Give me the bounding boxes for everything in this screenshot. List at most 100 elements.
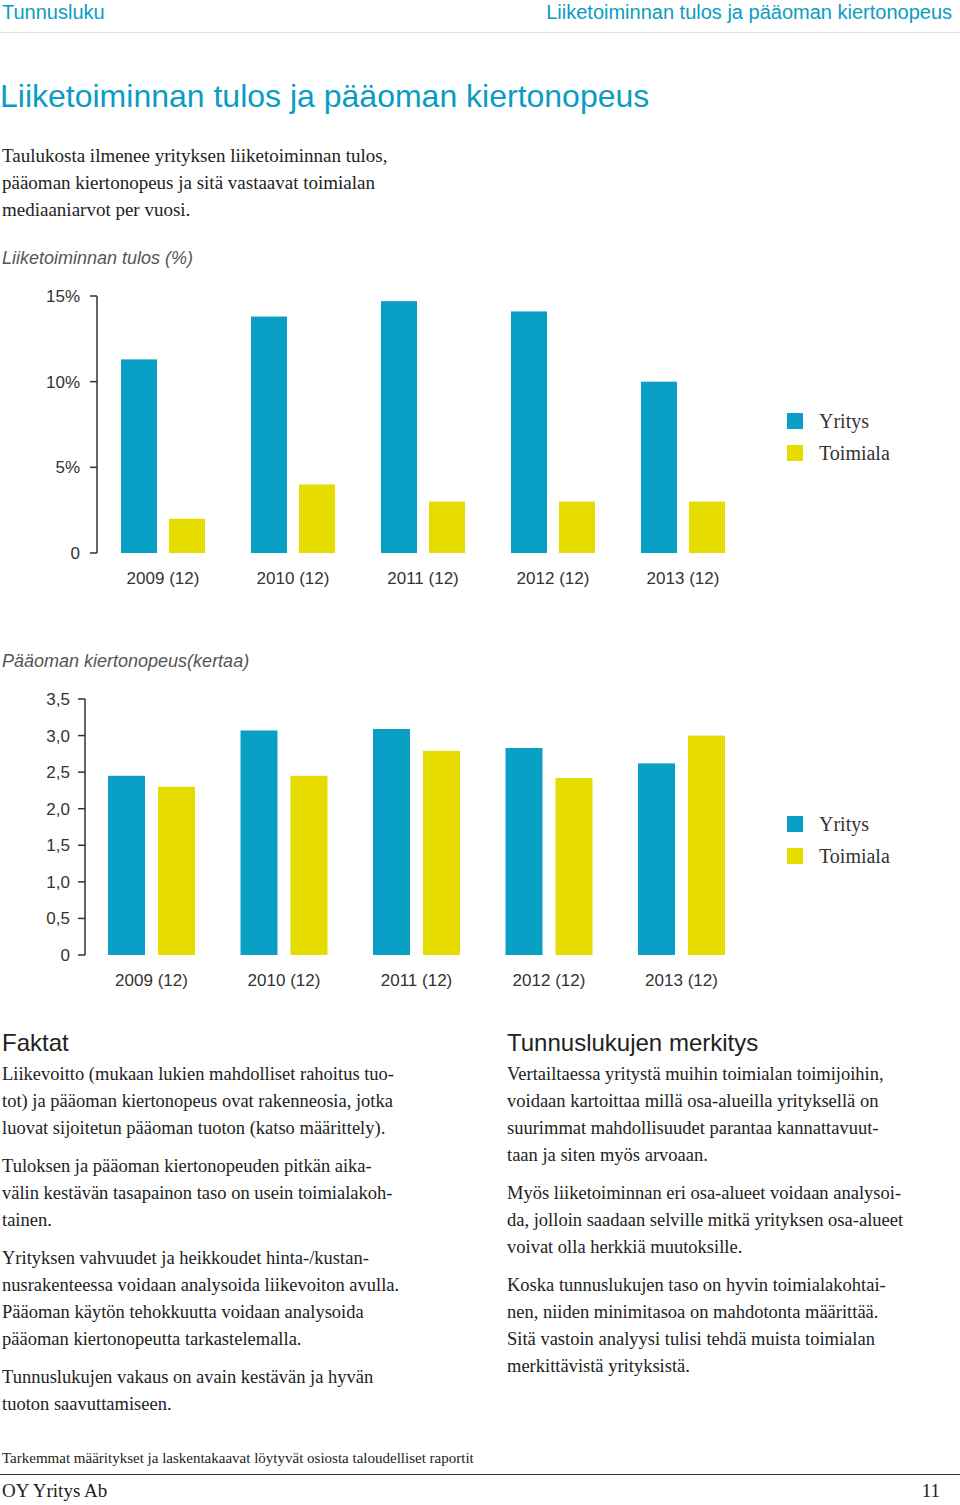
legend-swatch: [787, 413, 803, 429]
legend-swatch: [787, 445, 803, 461]
bar: [251, 317, 287, 553]
text-line: luovat sijoitetun pääoman tuoton (katso …: [2, 1115, 399, 1142]
legend-label: Yritys: [819, 410, 869, 433]
text-line: nusrakenteessa voidaan analysoida liikev…: [2, 1272, 399, 1299]
x-tick-label: 2013 (12): [647, 569, 720, 588]
bar: [108, 776, 145, 955]
bar: [241, 730, 278, 955]
footer-page: 11: [922, 1479, 940, 1503]
chart-0: 05%10%15%2009 (12)2010 (12)2011 (12)2012…: [46, 287, 890, 588]
bar: [511, 311, 547, 553]
bar: [373, 729, 410, 955]
text-line: Yrityksen vahvuudet ja heikkoudet hinta-…: [2, 1245, 399, 1272]
text-line: voivat olla herkkiä muutoksille.: [507, 1234, 903, 1261]
x-tick-label: 2011 (12): [381, 971, 453, 990]
bar: [689, 502, 725, 553]
y-tick: [90, 295, 97, 297]
text-line: pääoman kiertonopeutta tarkastelemalla.: [2, 1326, 399, 1353]
text-line: tainen.: [2, 1207, 399, 1234]
bars: [121, 301, 725, 553]
y-axis-line: [84, 699, 86, 955]
legend-swatch: [787, 848, 803, 864]
legend: Yritys Toimiala: [787, 813, 890, 867]
paragraph: Tuloksen ja pääoman kiertonopeuden pitkä…: [2, 1153, 399, 1234]
text-line: tot) ja pääoman kiertonopeus ovat rakenn…: [2, 1088, 399, 1115]
x-tick-label: 2009 (12): [127, 569, 200, 588]
bar: [506, 748, 543, 955]
legend-swatch: [787, 816, 803, 832]
paragraph: Yrityksen vahvuudet ja heikkoudet hinta-…: [2, 1245, 399, 1353]
bar: [121, 359, 157, 553]
legend-label: Yritys: [819, 813, 869, 836]
chart-title: Pääoman kiertonopeus(kertaa): [2, 649, 249, 673]
text-line: taan ja siten myös arvoaan.: [507, 1142, 903, 1169]
chart-1: 00,51,01,52,02,53,03,52009 (12)2010 (12)…: [46, 690, 890, 990]
y-tick-label: 1,0: [46, 873, 70, 892]
text-line: Tuloksen ja pääoman kiertonopeuden pitkä…: [2, 1153, 399, 1180]
x-tick-label: 2012 (12): [513, 971, 586, 990]
y-tick: [90, 467, 97, 469]
legend-label: Toimiala: [819, 442, 890, 464]
text-line: Vertailtaessa yritystä muihin toimialan …: [507, 1061, 903, 1088]
page-title: Liiketoiminnan tulos ja pääoman kiertono…: [0, 76, 649, 116]
y-tick-label: 0: [71, 544, 80, 563]
bar: [423, 751, 460, 955]
y-tick: [78, 735, 85, 737]
text-line: Sitä vastoin analyysi tulisi tehdä muist…: [507, 1326, 903, 1353]
intro-line: Taulukosta ilmenee yrityksen liiketoimin…: [2, 142, 387, 169]
paragraph: Tunnuslukujen vakaus on avain kestävän j…: [2, 1364, 399, 1418]
bar: [169, 519, 205, 553]
x-tick-label: 2012 (12): [517, 569, 590, 588]
meaning-body: Vertailtaessa yritystä muihin toimialan …: [507, 1061, 903, 1391]
bar: [559, 502, 595, 553]
y-tick: [90, 381, 97, 383]
paragraph: Vertailtaessa yritystä muihin toimialan …: [507, 1061, 903, 1169]
text-line: välin kestävän tasapainon taso on usein …: [2, 1180, 399, 1207]
header-rule: [0, 32, 960, 33]
y-tick: [78, 771, 85, 773]
y-tick-label: 0,5: [46, 909, 70, 928]
bar: [158, 787, 195, 955]
text-line: tuoton saavuttamiseen.: [2, 1391, 399, 1418]
bar: [429, 502, 465, 553]
y-tick: [78, 698, 85, 700]
paragraph: Koska tunnuslukujen taso on hyvin toimia…: [507, 1272, 903, 1380]
y-tick: [90, 552, 97, 554]
text-line: Myös liiketoiminnan eri osa-alueet voida…: [507, 1180, 903, 1207]
footer-company: OY Yritys Ab: [2, 1479, 107, 1503]
intro-line: pääoman kiertonopeus ja sitä vastaavat t…: [2, 169, 375, 196]
bar: [641, 382, 677, 553]
text-line: Tunnuslukujen vakaus on avain kestävän j…: [2, 1364, 399, 1391]
y-axis-line: [96, 296, 98, 553]
x-tick-label: 2010 (12): [248, 971, 321, 990]
bar: [381, 301, 417, 553]
meaning-heading: Tunnuslukujen merkitys: [507, 1028, 758, 1058]
x-tick-label: 2013 (12): [645, 971, 718, 990]
y-tick: [78, 808, 85, 810]
paragraph: Myös liiketoiminnan eri osa-alueet voida…: [507, 1180, 903, 1261]
footer-rule: [0, 1474, 960, 1475]
header-right: Liiketoiminnan tulos ja pääoman kiertono…: [546, 0, 952, 24]
legend-label: Toimiala: [819, 845, 890, 867]
facts-body: Liikevoitto (mukaan lukien mahdolliset r…: [2, 1061, 399, 1429]
text-line: Liikevoitto (mukaan lukien mahdolliset r…: [2, 1061, 399, 1088]
x-tick-label: 2009 (12): [115, 971, 188, 990]
y-tick-label: 15%: [46, 287, 80, 306]
bars: [108, 729, 725, 955]
text-line: nen, niiden minimitasoa on mahdotonta mä…: [507, 1299, 903, 1326]
footer-note: Tarkemmat määritykset ja laskentakaavat …: [2, 1448, 474, 1468]
bar: [556, 778, 593, 955]
bar: [291, 776, 328, 955]
text-line: da, jolloin saadaan selville mitkä yrity…: [507, 1207, 903, 1234]
legend: Yritys Toimiala: [787, 410, 890, 464]
text-line: suurimmat mahdollisuudet parantaa kannat…: [507, 1115, 903, 1142]
y-tick: [78, 881, 85, 883]
text-line: Pääoman käytön tehokkuutta voidaan analy…: [2, 1299, 399, 1326]
text-line: merkittävistä yrityksistä.: [507, 1353, 903, 1380]
bar: [299, 484, 335, 553]
x-tick-label: 2011 (12): [387, 569, 459, 588]
x-tick-label: 2010 (12): [257, 569, 330, 588]
y-tick: [78, 845, 85, 847]
bar: [688, 736, 725, 955]
y-tick-label: 2,0: [46, 800, 70, 819]
